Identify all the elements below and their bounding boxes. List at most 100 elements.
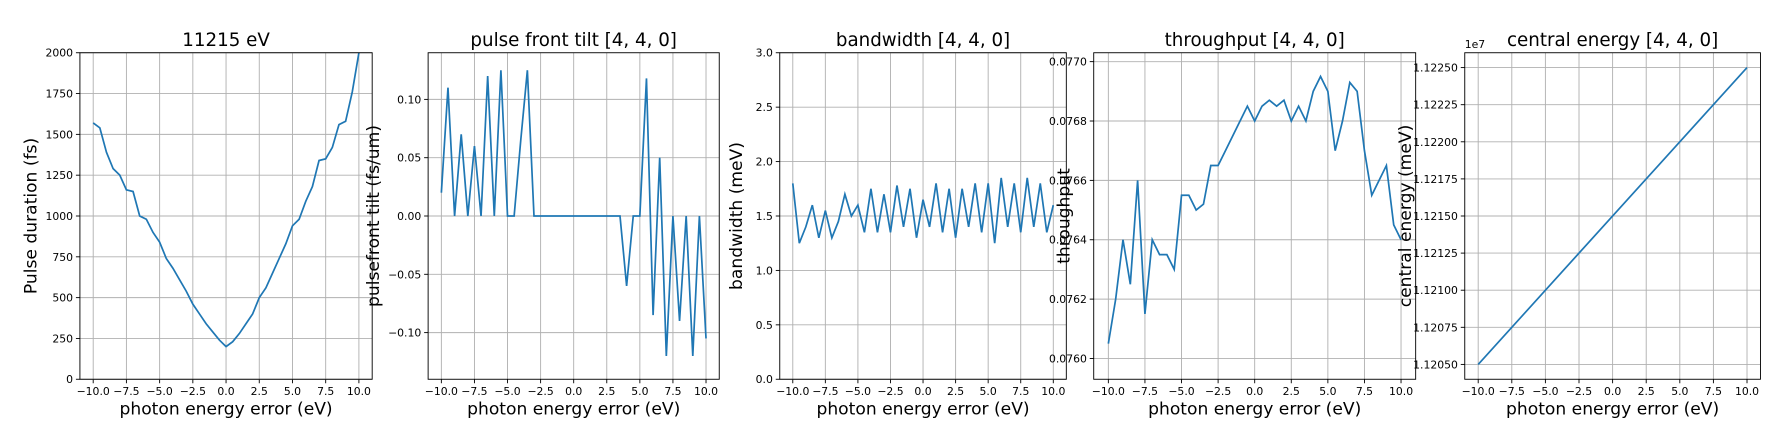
x-tick-label: −2.5 xyxy=(1566,385,1592,398)
x-tick-label: −10.0 xyxy=(776,385,809,398)
y-tick-label: 750 xyxy=(52,251,73,264)
x-tick-label: 2.5 xyxy=(598,385,615,398)
x-tick-label: −7.5 xyxy=(1132,385,1158,398)
x-axis-label: photon energy error (eV) xyxy=(816,400,1029,420)
y-tick-label: 1.12250 xyxy=(1413,62,1458,75)
data-line xyxy=(1107,74,1402,344)
y-tick-label: 1.12175 xyxy=(1413,173,1458,186)
y-tick-label: 1000 xyxy=(46,210,74,223)
y-axis-label: throughput xyxy=(1055,168,1075,264)
y-tick-label: 1.5 xyxy=(756,210,773,223)
y-tick-label: 1.0 xyxy=(756,264,773,277)
chart-title: 11215 eV xyxy=(182,30,270,51)
y-tick-label: 1.12150 xyxy=(1413,210,1458,223)
data-line xyxy=(92,52,360,348)
x-tick-label: −5.0 xyxy=(1168,385,1194,398)
y-tick-label: 0.0764 xyxy=(1049,234,1087,247)
x-tick-label: 0.0 xyxy=(565,385,582,398)
x-tick-label: 7.5 xyxy=(664,385,681,398)
x-tick-label: −10.0 xyxy=(1462,385,1495,398)
x-tick-label: 10.0 xyxy=(694,385,718,398)
axes-frame xyxy=(427,52,720,380)
x-tick-label: −5.0 xyxy=(146,385,172,398)
y-tick-label: 0.0770 xyxy=(1049,56,1087,69)
y-tick-label: 0.0760 xyxy=(1049,352,1087,365)
x-tick-label: −2.5 xyxy=(180,385,206,398)
y-tick-label: 0.10 xyxy=(397,93,421,106)
x-tick-label: 10.0 xyxy=(1735,385,1759,398)
x-tick-label: 10.0 xyxy=(1389,385,1413,398)
y-tick-label: 0.5 xyxy=(756,319,773,332)
y-tick-label: 2.0 xyxy=(756,156,773,169)
y-axis-label: central energy (meV) xyxy=(1396,125,1416,308)
y-tick-label: 0.0766 xyxy=(1049,174,1087,187)
y-tick-label: 1750 xyxy=(46,88,74,101)
x-tick-label: −10.0 xyxy=(77,385,110,398)
x-tick-label: −10.0 xyxy=(425,385,458,398)
x-tick-label: 5.0 xyxy=(1319,385,1336,398)
y-tick-label: 1.12200 xyxy=(1413,136,1458,149)
x-tick-label: 7.5 xyxy=(1356,385,1373,398)
y-tick-label: 1.12075 xyxy=(1413,321,1458,334)
x-tick-label: 0.0 xyxy=(1246,385,1263,398)
x-tick-label: 5.0 xyxy=(980,385,997,398)
x-tick-label: −5.0 xyxy=(1532,385,1558,398)
y-tick-label: 2.5 xyxy=(756,101,773,114)
x-tick-label: 10.0 xyxy=(1041,385,1065,398)
x-tick-label: −7.5 xyxy=(1499,385,1525,398)
y-tick-label: 0.00 xyxy=(397,210,421,223)
y-tick-label: 1250 xyxy=(46,169,74,182)
axis-offset-text: 1e7 xyxy=(1465,38,1485,51)
x-tick-label: 0.0 xyxy=(914,385,931,398)
y-tick-label: 0.05 xyxy=(397,152,421,165)
x-axis-label: photon energy error (eV) xyxy=(467,400,680,420)
y-tick-label: 1.12050 xyxy=(1413,358,1458,371)
chart-title: central energy [4, 4, 0] xyxy=(1507,30,1718,51)
y-tick-label: 1.12125 xyxy=(1413,247,1458,260)
x-tick-label: 7.5 xyxy=(1705,385,1722,398)
data-line xyxy=(440,70,707,356)
data-line xyxy=(791,177,1055,244)
x-tick-label: −10.0 xyxy=(1092,385,1125,398)
axes-frame xyxy=(79,52,373,380)
axes-frame xyxy=(779,52,1067,380)
y-tick-label: 0.0762 xyxy=(1049,293,1087,306)
chart-title: pulse front tilt [4, 4, 0] xyxy=(470,30,677,51)
x-tick-label: −2.5 xyxy=(877,385,903,398)
data-line xyxy=(1477,67,1748,365)
y-tick-label: 0 xyxy=(66,373,73,386)
x-tick-label: −5.0 xyxy=(845,385,871,398)
x-tick-label: 2.5 xyxy=(947,385,964,398)
chart-title: throughput [4, 4, 0] xyxy=(1165,30,1345,51)
x-tick-label: 2.5 xyxy=(1638,385,1655,398)
y-tick-label: 0.0 xyxy=(756,373,773,386)
x-tick-label: 0.0 xyxy=(1604,385,1621,398)
x-tick-label: 7.5 xyxy=(317,385,334,398)
y-tick-label: 1.12100 xyxy=(1413,284,1458,297)
y-tick-label: 0.0768 xyxy=(1049,115,1087,128)
x-tick-label: 7.5 xyxy=(1012,385,1029,398)
x-tick-label: −7.5 xyxy=(113,385,139,398)
x-tick-label: 5.0 xyxy=(1671,385,1688,398)
y-tick-label: 1500 xyxy=(46,128,74,141)
x-axis-label: photon energy error (eV) xyxy=(1148,400,1361,420)
axes-frame xyxy=(1093,52,1417,380)
y-tick-label: 500 xyxy=(52,292,73,305)
x-axis-label: photon energy error (eV) xyxy=(119,400,332,420)
x-tick-label: −5.0 xyxy=(494,385,520,398)
y-tick-label: 3.0 xyxy=(756,47,773,60)
x-tick-label: 10.0 xyxy=(347,385,371,398)
chart-title: bandwidth [4, 4, 0] xyxy=(836,30,1010,51)
x-tick-label: −7.5 xyxy=(461,385,487,398)
x-tick-label: −2.5 xyxy=(527,385,553,398)
y-tick-label: 2000 xyxy=(46,47,74,60)
x-tick-label: 0.0 xyxy=(217,385,234,398)
y-axis-label: pulsefront tilt (fs/um) xyxy=(364,125,384,307)
y-tick-label: −0.10 xyxy=(388,327,421,340)
y-tick-label: 250 xyxy=(52,332,73,345)
x-axis-label: photon energy error (eV) xyxy=(1506,400,1719,420)
y-tick-label: −0.05 xyxy=(388,268,421,281)
y-axis-label: Pulse duration (fs) xyxy=(22,138,42,294)
